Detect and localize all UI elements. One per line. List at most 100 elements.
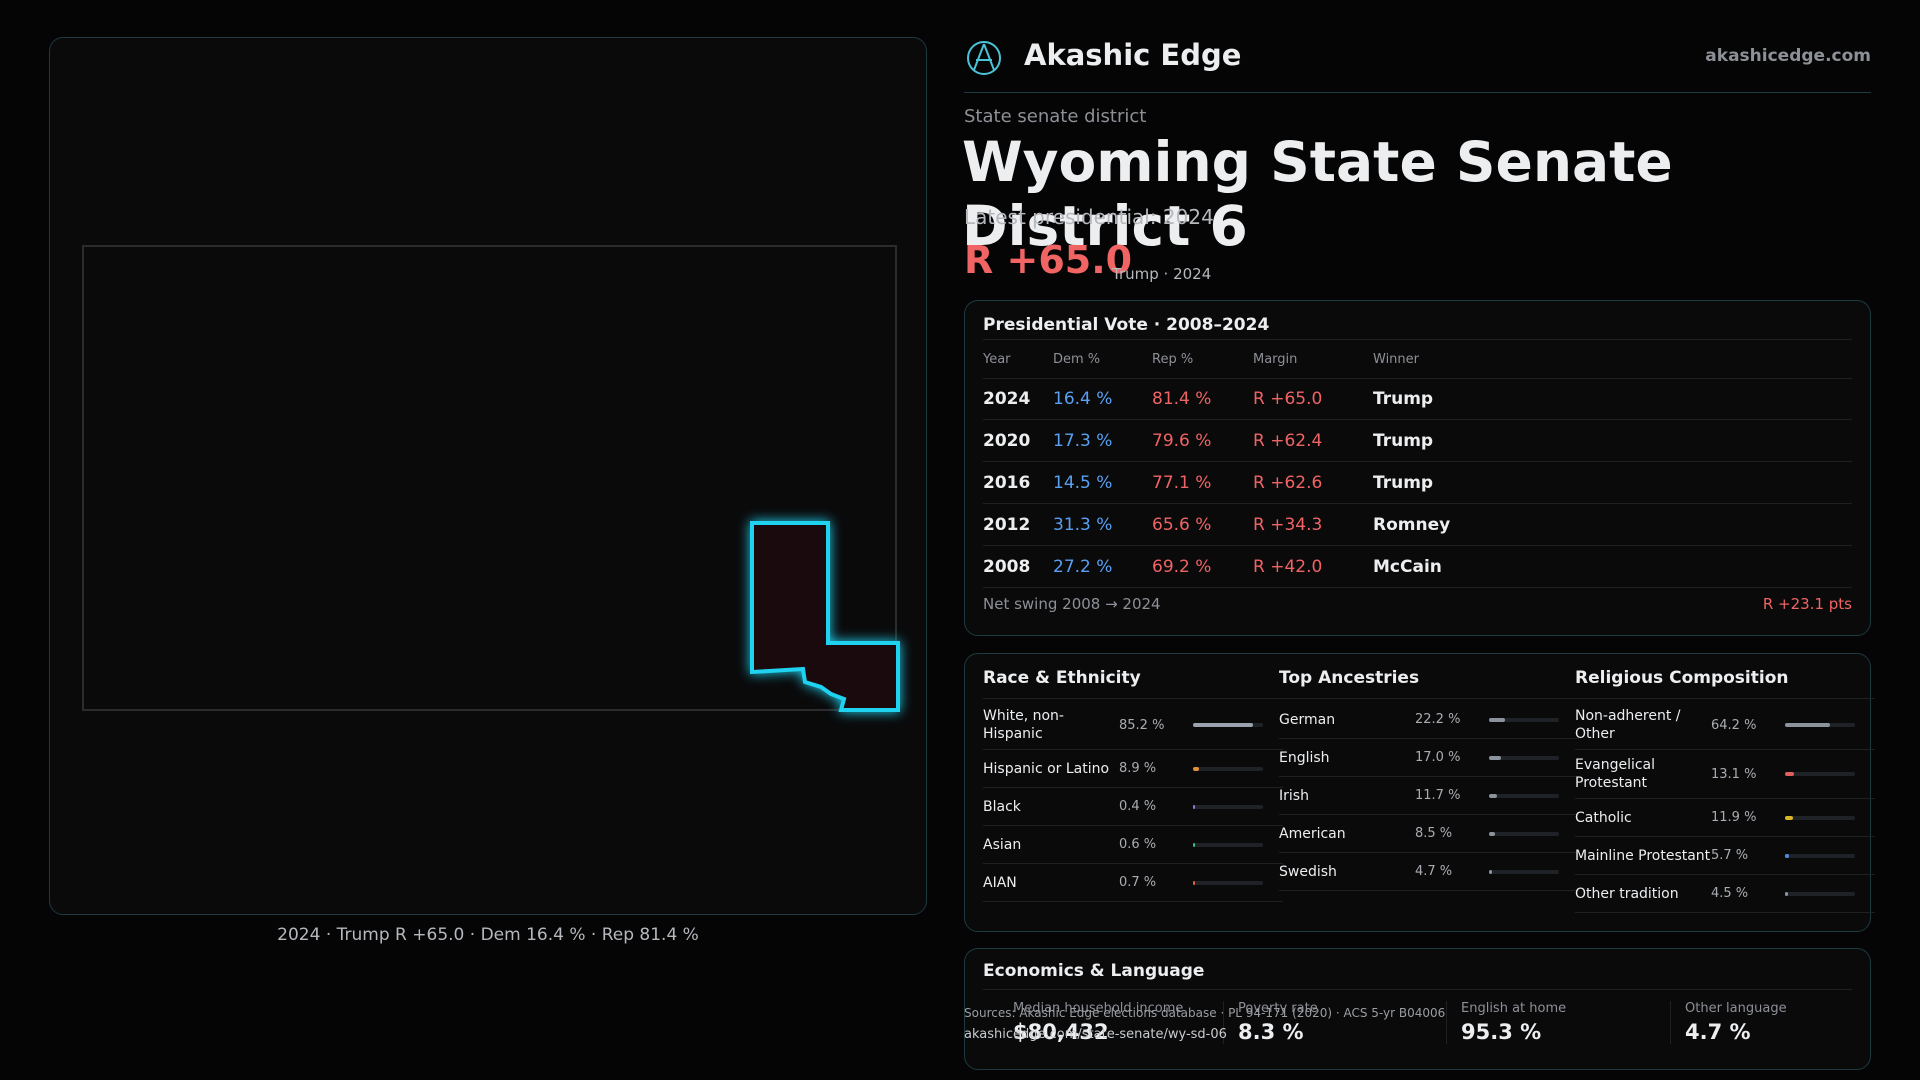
bar: [1193, 842, 1195, 847]
item-value: 13.1 %: [1711, 766, 1757, 782]
item-label: Asian: [983, 836, 1022, 853]
subtitle: Latest presidential: 2024: [964, 205, 1214, 229]
table-cell: 27.2 %: [1053, 557, 1113, 577]
bar-track: [1785, 853, 1855, 858]
item-label: Swedish: [1279, 863, 1337, 880]
bar-track: [1489, 869, 1559, 874]
table-cell: 69.2 %: [1152, 557, 1212, 577]
stat-label: Median household income: [1013, 1001, 1184, 1016]
item-value: 22.2 %: [1415, 712, 1461, 727]
demo-row: Irish 11.7 %: [1279, 777, 1579, 815]
table-cell: McCain: [1373, 557, 1442, 577]
vote-table: Presidential Vote · 2008–2024 Net swing …: [964, 300, 1871, 636]
item-value: 0.4 %: [1119, 799, 1157, 814]
bar-track: [1785, 723, 1855, 727]
item-value: 11.9 %: [1711, 810, 1757, 825]
demo-row: Black 0.4 %: [983, 788, 1283, 826]
stat-value: 4.7 %: [1685, 1020, 1751, 1044]
item-label: German: [1279, 711, 1336, 728]
logo: [967, 41, 1001, 75]
stat: Median household income $80,432: [999, 1001, 1209, 1044]
stat-label: Poverty rate: [1238, 1001, 1318, 1016]
item-value: 5.7 %: [1711, 848, 1749, 863]
map-panel: [49, 37, 927, 915]
item-value: 4.5 %: [1711, 886, 1749, 901]
bar: [1785, 772, 1795, 776]
bar-track: [1489, 717, 1559, 722]
table-cell: 2020: [983, 431, 1031, 451]
item-label: English: [1279, 749, 1330, 766]
bar: [1785, 815, 1794, 820]
column-header: Dem %: [1053, 352, 1101, 367]
item-label: Hispanic or Latino: [983, 760, 1110, 777]
table-cell: 31.3 %: [1053, 515, 1113, 535]
stat-value: $80,432: [1013, 1020, 1109, 1044]
panel-title: Religious Composition: [1575, 668, 1875, 699]
table-cell: 17.3 %: [1053, 431, 1113, 451]
bar-track: [1785, 815, 1855, 820]
swing-value: R +23.1 pts: [1762, 595, 1852, 613]
bar-track: [1193, 880, 1263, 885]
table-cell: R +34.3: [1253, 515, 1323, 535]
demo-row: Asian 0.6 %: [983, 826, 1283, 864]
demo-column: Religious Composition Non-adherent / Othe…: [1575, 668, 1875, 913]
bar-track: [1193, 766, 1263, 771]
stat-value: 95.3 %: [1461, 1020, 1542, 1044]
item-label: American: [1279, 825, 1346, 842]
item-label: Irish: [1279, 787, 1309, 804]
table-cell: 65.6 %: [1152, 515, 1212, 535]
state-outline: [82, 245, 897, 711]
bar-track: [1785, 772, 1855, 776]
stat-value: 8.3 %: [1238, 1020, 1304, 1044]
margin-note: Trump · 2024: [1112, 265, 1212, 283]
divider: [964, 92, 1871, 93]
site: akashicedge.com: [1705, 46, 1871, 66]
bar-track: [1489, 831, 1559, 836]
table-cell: Trump: [1373, 389, 1434, 409]
table-row: 2008 27.2 % 69.2 % R +42.0 McCain: [983, 545, 1852, 588]
table-cell: 81.4 %: [1152, 389, 1212, 409]
table-cell: 2024: [983, 389, 1031, 409]
stat-label: Other language: [1685, 1001, 1787, 1016]
demo-row: Evangelical Protestant 13.1 %: [1575, 750, 1875, 799]
stat: English at home 95.3 %: [1446, 1001, 1657, 1044]
bar: [1193, 766, 1200, 771]
item-label: Mainline Protestant: [1575, 847, 1711, 864]
panel-title: Top Ancestries: [1279, 668, 1579, 699]
item-label: White, non-Hispanic: [983, 708, 1064, 742]
bar-track: [1193, 842, 1263, 847]
table-cell: 2016: [983, 473, 1031, 493]
item-value: 8.9 %: [1119, 761, 1157, 776]
table-cell: Trump: [1373, 473, 1434, 493]
bar: [1489, 755, 1501, 760]
bar: [1785, 891, 1789, 896]
source-url: akashicedge.com/state-senate/wy-sd-06: [964, 1027, 1227, 1042]
table-cell: 2008: [983, 557, 1031, 577]
table-row: 2024 16.4 % 81.4 % R +65.0 Trump: [983, 377, 1852, 420]
item-label: Catholic: [1575, 809, 1632, 826]
demo-row: Swedish 4.7 %: [1279, 853, 1579, 891]
table-cell: 77.1 %: [1152, 473, 1212, 493]
bar: [1193, 723, 1253, 727]
district-shape: [750, 521, 900, 712]
stat: Other language 4.7 %: [1670, 1001, 1881, 1044]
title: Wyoming State Senate District 6: [962, 130, 1673, 258]
bar: [1785, 853, 1789, 858]
bar: [1489, 869, 1493, 874]
table-cell: R +62.4: [1253, 431, 1323, 451]
brand: Akashic Edge: [1024, 38, 1242, 72]
bar: [1489, 793, 1498, 798]
demo-row: German 22.2 %: [1279, 701, 1579, 739]
swing-label: Net swing 2008 → 2024: [983, 595, 1161, 613]
table-row: 2016 14.5 % 77.1 % R +62.6 Trump: [983, 461, 1852, 504]
stat-label: English at home: [1461, 1001, 1567, 1016]
column-header: Margin: [1253, 352, 1298, 367]
map: [82, 245, 900, 712]
bar-track: [1489, 793, 1559, 798]
sources: Sources: Akashic Edge elections database…: [964, 1006, 1446, 1020]
item-label: Other tradition: [1575, 885, 1679, 902]
bar: [1489, 717, 1505, 722]
item-value: 8.5 %: [1415, 826, 1453, 841]
demographics: Race & Ethnicity White, non-Hispanic 85.2 …: [964, 653, 1875, 932]
